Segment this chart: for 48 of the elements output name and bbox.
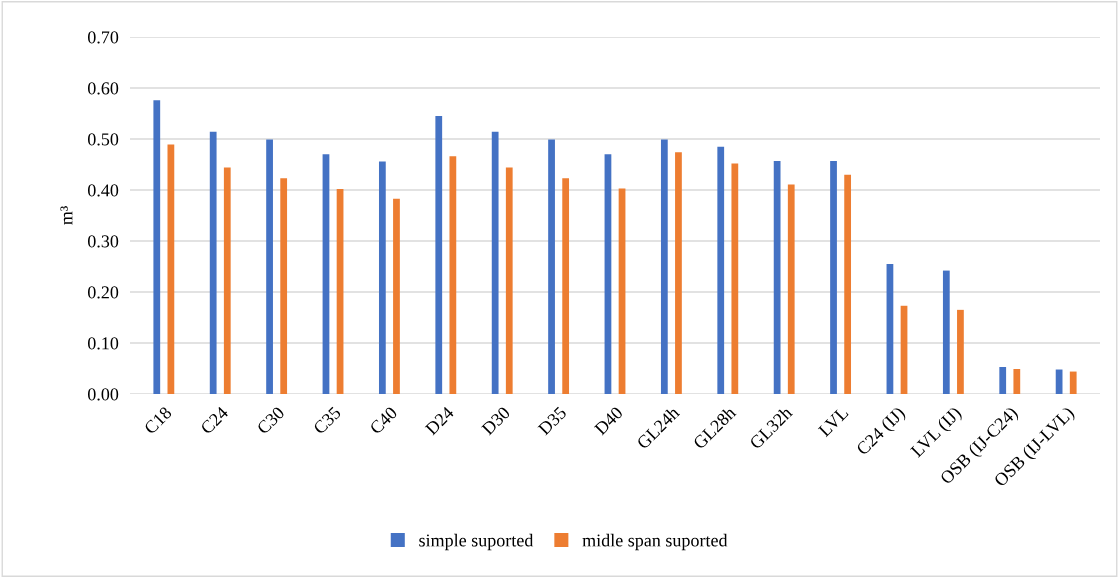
y-tick-label: 0.50 [87,133,119,146]
bar [1013,369,1021,394]
x-tick-label: C40 [369,405,398,435]
bar [209,131,217,394]
bar [153,100,161,394]
x-tick-label: D40 [593,405,624,436]
bar [660,139,668,394]
bar [731,163,739,394]
bar [1069,371,1077,394]
x-tick-label: D35 [537,406,568,436]
x-tick-label: C35 [312,406,342,435]
x-tick-label: D30 [480,405,511,436]
x-tick-label: C30 [256,405,286,435]
bar [942,270,950,394]
bar [280,178,288,394]
x-tick-label: D24 [424,405,455,436]
bar [505,167,513,394]
bar [393,198,400,394]
bar [562,178,570,394]
y-tick-label: 0.40 [87,184,119,197]
y-tick-label: 0.70 [87,31,119,44]
bar [435,116,443,394]
x-tick-label: C24 [199,405,230,435]
bar [999,366,1007,394]
bar [449,156,457,394]
x-tick-label: C18 [143,405,173,435]
bar [773,160,781,394]
y-tick-label: 0.20 [87,286,119,299]
x-tick-label: LVL [817,406,849,438]
y-axis-title: m³ [60,206,73,225]
bar [223,167,231,394]
bar [787,184,795,394]
bar [378,161,386,394]
y-tick-label: 0.30 [87,235,119,248]
bar [957,309,964,394]
bar [717,146,725,394]
bar [844,174,852,394]
x-tick-label: C24 (IJ) [855,405,908,459]
legend-label: midle span suported [582,533,728,551]
y-tick-label: 0.60 [87,82,119,95]
y-tick-label: 0.10 [87,337,119,350]
legend-label: simple suported [419,533,534,551]
y-tick-label: 0.00 [87,388,119,401]
bar [548,139,555,394]
bar [491,131,499,394]
bar [266,139,273,394]
bar [675,152,682,394]
bar [830,160,837,394]
